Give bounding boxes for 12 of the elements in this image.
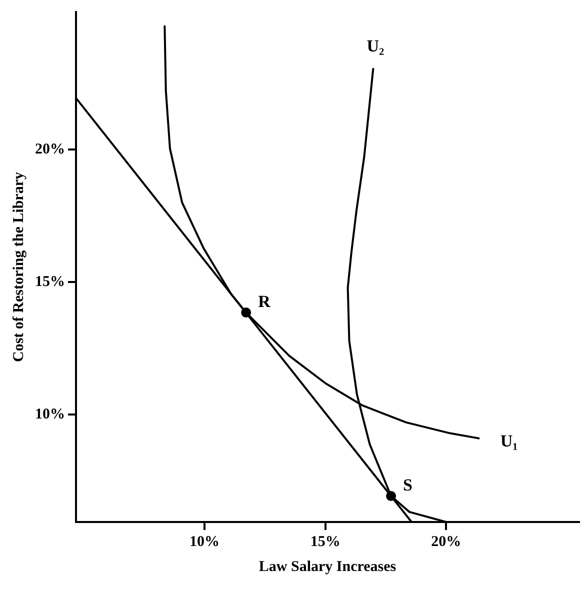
y-axis-title: Cost of Restoring the Library bbox=[10, 172, 27, 362]
y-tick-label: 10% bbox=[35, 406, 65, 422]
x-tick-label: 15% bbox=[310, 534, 340, 550]
series-label: U₁ bbox=[500, 432, 518, 451]
y-tick-label: 15% bbox=[35, 274, 65, 290]
series-label: U₂ bbox=[366, 36, 384, 56]
series-label: R bbox=[258, 292, 272, 311]
x-tick-label: 10% bbox=[190, 534, 220, 550]
x-axis-title: Law Salary Increases bbox=[258, 558, 396, 575]
y-tick-label: 20% bbox=[35, 142, 65, 158]
x-tick-label: 20% bbox=[431, 534, 462, 550]
series-label: S bbox=[403, 475, 413, 494]
